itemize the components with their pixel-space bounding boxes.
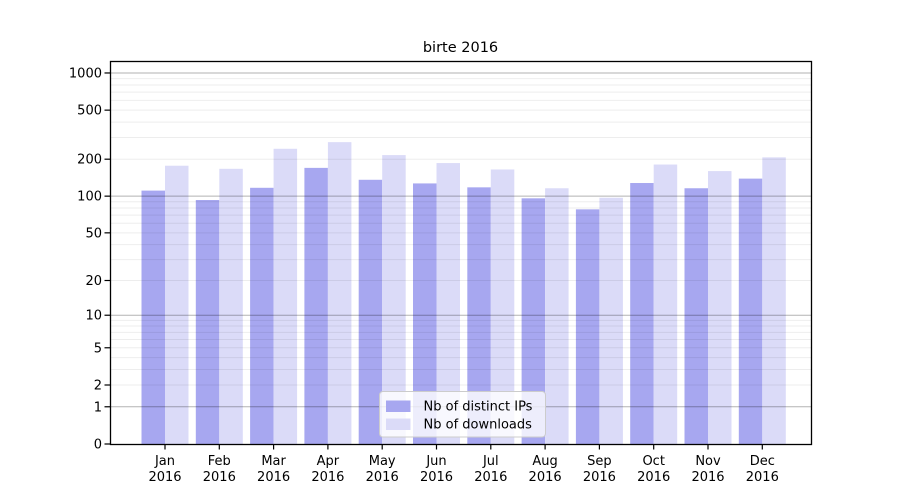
bar-feb-s1: [219, 168, 243, 444]
x-tick-label-month: Apr: [317, 454, 340, 469]
axis-labels-layer: 01251020501002005001000Jan2016Feb2016Mar…: [69, 66, 779, 485]
x-tick-label-month: Jun: [425, 454, 446, 469]
bar-may-s0: [358, 179, 383, 445]
x-tick-label-year: 2016: [474, 470, 507, 485]
x-tick-label-year: 2016: [420, 470, 453, 485]
bar-nov-s1: [708, 171, 732, 445]
bar-dec-s1: [762, 157, 786, 445]
y-tick-label: 20: [85, 274, 102, 289]
x-tick-label-month: Oct: [642, 454, 664, 469]
axes-frame-layer: [104, 60, 813, 450]
x-tick-label-month: Mar: [261, 454, 286, 469]
y-tick-label: 100: [77, 190, 102, 205]
x-tick-label-year: 2016: [691, 470, 724, 485]
y-tick-label: 1: [94, 400, 102, 415]
bar-jun-s0: [413, 183, 437, 444]
x-tick-label-month: Nov: [695, 454, 721, 469]
x-tick-label-month: May: [369, 454, 396, 469]
bar-jul-s0: [467, 187, 491, 444]
x-tick-label-month: Feb: [208, 454, 231, 469]
bar-sep-s1: [599, 197, 623, 444]
chart-title: birte 2016: [423, 40, 498, 56]
bar-dec-s0: [738, 178, 763, 444]
bar-jul-s1: [490, 169, 515, 444]
legend-box: [379, 391, 546, 438]
bar-oct-s0: [630, 183, 654, 444]
y-tick-label: 50: [85, 226, 102, 241]
bar-jun-s1: [436, 163, 460, 444]
bar-jan-s1: [165, 165, 189, 445]
plot-frame: [109, 60, 813, 446]
bar-aug-s1: [545, 188, 569, 444]
x-tick-label-year: 2016: [203, 470, 236, 485]
y-tick-label: 500: [77, 104, 102, 119]
x-tick-label-month: Jul: [482, 454, 499, 469]
x-tick-label-month: Dec: [750, 454, 775, 469]
bar-mar-s0: [250, 187, 274, 444]
legend-swatch-downloads: [386, 418, 411, 430]
bar-apr-s0: [304, 167, 328, 445]
x-tick-label-year: 2016: [529, 470, 562, 485]
bar-oct-s1: [653, 164, 678, 444]
y-tick-label: 5: [94, 341, 102, 356]
y-tick-label: 200: [77, 153, 102, 168]
x-tick-label-year: 2016: [311, 470, 344, 485]
grid-layer: [110, 72, 811, 408]
x-tick-label-year: 2016: [637, 470, 670, 485]
bar-mar-s1: [273, 148, 298, 444]
y-tick-label: 0: [94, 438, 102, 453]
x-tick-label-year: 2016: [257, 470, 290, 485]
legend-swatch-distinct-ips: [386, 400, 411, 412]
x-tick-label-month: Jan: [154, 454, 175, 469]
bar-jan-s0: [141, 190, 165, 444]
legend-label-distinct-ips: Nb of distinct IPs: [424, 400, 533, 415]
y-tick-label: 10: [85, 309, 102, 324]
x-tick-label-year: 2016: [366, 470, 399, 485]
legend-label-downloads: Nb of downloads: [424, 418, 533, 433]
x-tick-label-year: 2016: [583, 470, 616, 485]
x-tick-label-month: Sep: [587, 454, 612, 469]
y-tick-label: 2: [94, 379, 102, 394]
bar-nov-s0: [684, 188, 708, 444]
y-tick-label: 1000: [69, 66, 102, 81]
bar-sep-s0: [575, 209, 600, 444]
bars-layer: [141, 142, 786, 445]
bar-apr-s1: [327, 142, 352, 444]
bar-may-s1: [382, 155, 406, 444]
legend: Nb of distinct IPs Nb of downloads: [379, 391, 546, 438]
x-tick-label-month: Aug: [532, 454, 557, 469]
bar-aug-s0: [521, 198, 546, 444]
bar-feb-s0: [195, 200, 220, 444]
x-tick-label-year: 2016: [148, 470, 181, 485]
x-tick-label-year: 2016: [746, 470, 779, 485]
